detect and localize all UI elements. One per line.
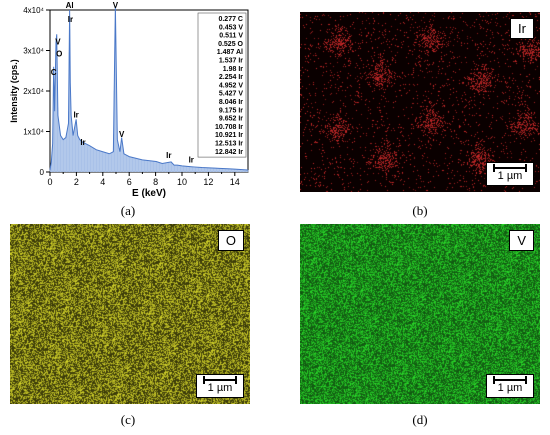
o-map-label: O: [217, 230, 244, 251]
spectrum-panel: 0 2 4 6 8 10 12 14 0 1x10⁴ 2x10⁴ 3x10⁴ 4x10⁴ E (keV) I…: [0, 0, 260, 200]
peak-label: Ir: [68, 15, 73, 24]
caption-d: (d): [412, 412, 428, 427]
v-scale-bar: 1 µm: [486, 374, 534, 398]
y-tick-label: 2x10⁴: [23, 87, 44, 96]
legend-entry: 0.453 V: [219, 24, 243, 31]
x-tick-label: 2: [74, 177, 79, 187]
v-map-label: V: [509, 230, 534, 251]
peak-label: Al: [66, 1, 74, 10]
peak-label: Ir: [189, 155, 194, 164]
caption-a: (a): [120, 203, 136, 218]
ir-map: Ir 1 µm: [300, 12, 540, 192]
legend-entry: 12.513 Ir: [215, 141, 243, 148]
x-tick-label: 10: [177, 177, 187, 187]
y-tick-label: 4x10⁴: [23, 6, 44, 15]
legend-box: [197, 12, 247, 158]
x-tick-label: 6: [127, 177, 132, 187]
y-tick-label: 1x10⁴: [23, 128, 44, 137]
x-axis-label: E (keV): [132, 188, 166, 199]
peak-label: O: [56, 50, 62, 59]
x-tick-label: 4: [100, 177, 105, 187]
legend-entry: 9.175 Ir: [219, 107, 243, 114]
v-map: V 1 µm: [300, 224, 540, 404]
spectrum-chart: 0 2 4 6 8 10 12 14 0 1x10⁴ 2x10⁴ 3x10⁴ 4x10⁴ E (keV) I…: [9, 1, 249, 199]
caption-b: (b): [412, 203, 428, 218]
legend-entry: 10.708 Ir: [215, 124, 243, 131]
y-tick-label: 0: [40, 168, 45, 177]
y-tick-label: 3x10⁴: [23, 47, 44, 56]
peak-label: Ir: [166, 151, 171, 160]
legend-entry: 1.487 Al: [217, 49, 243, 56]
peak-label: C: [51, 68, 57, 77]
legend-entry: 9.652 Ir: [219, 116, 243, 123]
ir-scale-bar-line: [493, 164, 527, 172]
ir-scale-bar-text: 1 µm: [497, 170, 523, 182]
ir-scale-bar: 1 µm: [486, 162, 534, 186]
legend-entry: 5.427 V: [219, 91, 243, 98]
spectrum-line: [49, 5, 249, 171]
legend-entry: 1.537 Ir: [219, 58, 243, 65]
peak-label: V: [119, 130, 125, 139]
caption-c: (c): [120, 412, 136, 427]
legend-entry: 0.277 C: [218, 16, 243, 23]
x-tick-label: 12: [203, 177, 213, 187]
v-scale-bar-text: 1 µm: [497, 382, 523, 394]
o-scale-bar-line: [203, 376, 237, 384]
o-map: O 1 µm: [10, 224, 250, 404]
peak-label: Ir: [73, 110, 78, 119]
legend-entry: 12.842 Ir: [215, 149, 243, 156]
v-scale-bar-line: [493, 376, 527, 384]
x-tick-label: 0: [47, 177, 52, 187]
legend-entry: 1.98 Ir: [223, 66, 244, 73]
legend-entry: 0.525 O: [218, 41, 243, 48]
peak-label: V: [55, 37, 61, 46]
legend-entry: 4.952 V: [219, 82, 243, 89]
peak-label: V: [113, 1, 119, 10]
x-tick-label: 14: [230, 177, 240, 187]
x-tick-label: 8: [153, 177, 158, 187]
legend-entry: 2.254 Ir: [219, 74, 243, 81]
peak-label: Ir: [80, 138, 85, 147]
ir-map-label: Ir: [510, 18, 534, 39]
y-axis-label: Intensity (cps.): [9, 59, 19, 123]
legend-entry: 10.921 Ir: [215, 132, 243, 139]
o-scale-bar: 1 µm: [196, 374, 244, 398]
legend-entry: 8.046 Ir: [219, 99, 243, 106]
legend-entry: 0.511 V: [219, 33, 243, 40]
o-scale-bar-text: 1 µm: [207, 382, 233, 394]
